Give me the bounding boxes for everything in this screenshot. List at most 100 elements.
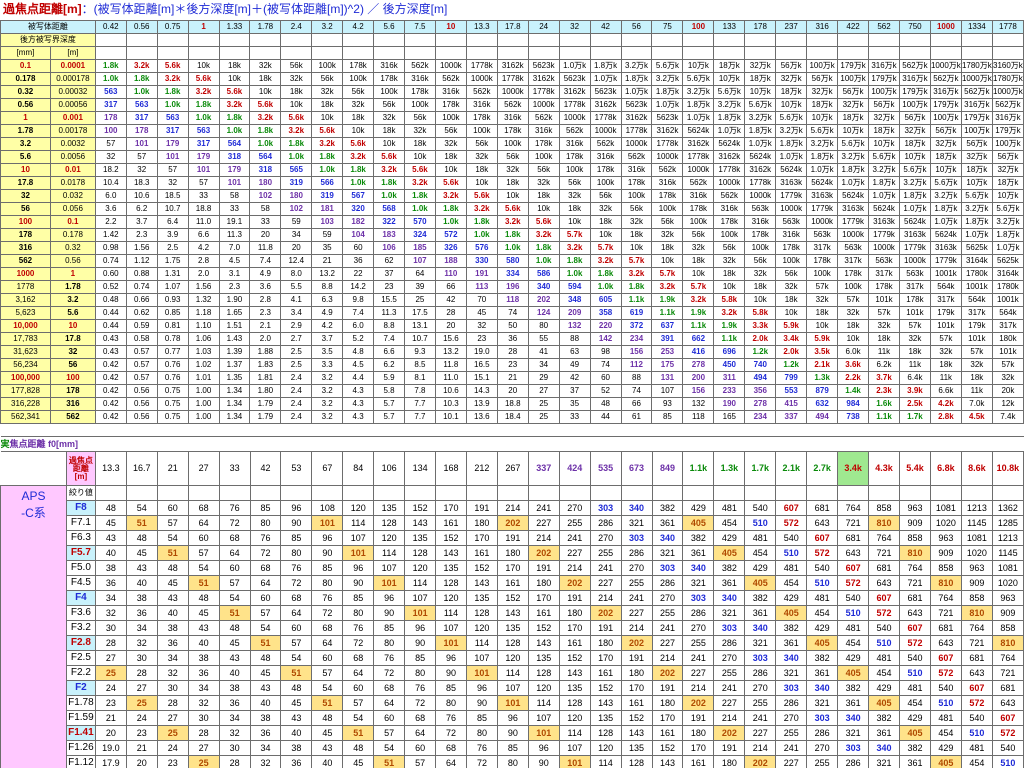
distance-cell: 57 [249, 605, 282, 621]
hyperfocal-cell: 3.2k [465, 202, 498, 216]
hyperfocal-cell: 1780k [991, 280, 1024, 294]
distance-cell: 120 [496, 650, 529, 666]
distance-cell: 321 [775, 665, 808, 681]
hyperfocal-cell: 179k [929, 306, 962, 320]
hyperfocal-cell: 32k [527, 176, 560, 190]
hyperfocal-cell: 59 [280, 215, 313, 229]
hyperfocal-cell: 1001k [991, 293, 1024, 307]
hyperfocal-cell: 57k [929, 332, 962, 346]
hyperfocal-cell: 101 [187, 163, 220, 177]
distance-cell: 135 [589, 710, 622, 726]
hyperfocal-cell: 9.3 [403, 345, 436, 359]
blank-cell [527, 485, 560, 501]
distance-cell: 48 [342, 740, 375, 756]
hyperfocal-cell: 3162k [527, 72, 560, 86]
hyperfocal-cell: 32 [156, 176, 189, 190]
blank-cell [156, 46, 189, 60]
distance-cell: 76 [373, 650, 406, 666]
hyperfocal-cell: 56k [527, 163, 560, 177]
hyperfocal-cell: 12k [991, 397, 1024, 411]
hyperfocal-cell: 316k [373, 59, 405, 73]
distance-cell: 170 [651, 710, 684, 726]
distance-cell: 191 [651, 680, 684, 696]
hyperfocal-cell: 57k [960, 345, 993, 359]
distance-cell: 382 [806, 650, 839, 666]
distance-cell: 23 [156, 755, 189, 768]
hyperfocal-cell: 324 [403, 228, 436, 242]
distance-cell: 405 [682, 515, 715, 531]
distance-cell: 607 [775, 500, 808, 516]
row-depth-mm: 32 [0, 189, 51, 203]
distance-cell: 101 [558, 755, 591, 768]
distance-cell: 510 [991, 755, 1024, 768]
depth-header: 0.75 [156, 20, 189, 34]
distance-cell: 405 [775, 605, 808, 621]
hyperfocal-cell: 562万k [929, 72, 962, 86]
distance-cell: 114 [558, 725, 591, 741]
distance-cell: 43 [249, 680, 282, 696]
hyperfocal-cell: 179万k [898, 85, 931, 99]
hyperfocal-cell: 1.0k [156, 98, 189, 112]
focal-value: 337 [527, 451, 560, 486]
focal-value: 16.7 [125, 451, 158, 486]
distance-cell: 214 [527, 530, 560, 546]
distance-cell: 1213 [960, 500, 993, 516]
aperture-label: F2 [65, 680, 96, 696]
depth-header: 1.33 [218, 20, 251, 34]
hyperfocal-cell: 3.2万k [929, 189, 962, 203]
hyperfocal-cell: 18k [837, 319, 870, 333]
distance-cell: 85 [311, 560, 344, 576]
hyperfocal-cell: 1.8万k [837, 163, 870, 177]
distance-cell: 90 [527, 755, 560, 768]
hyperfocal-cell: 2.3k [868, 384, 900, 398]
distance-cell: 57 [280, 635, 313, 651]
hyperfocal-cell: 56万k [991, 150, 1024, 164]
hyperfocal-cell: 3.2k [373, 163, 405, 177]
hyperfocal-cell: 2.5k [898, 397, 931, 411]
distance-cell: 48 [311, 710, 344, 726]
hyperfocal-cell: 3162k [744, 163, 777, 177]
hyperfocal-cell: 4.5k [960, 410, 993, 424]
hyperfocal-cell: 21 [311, 254, 344, 268]
hyperfocal-cell: 1.42 [94, 228, 127, 242]
hyperfocal-cell: 100k [620, 189, 653, 203]
distance-cell: 60 [404, 740, 437, 756]
hyperfocal-cell: 2.0 [187, 267, 220, 281]
hyperfocal-cell: 415 [775, 397, 808, 411]
hyperfocal-cell: 56k [280, 59, 313, 73]
distance-cell: 161 [651, 725, 684, 741]
distance-cell: 170 [620, 680, 653, 696]
hyperfocal-cell: 1.8k [187, 98, 220, 112]
distance-cell: 429 [899, 710, 931, 726]
distance-cell: 255 [620, 575, 653, 591]
hyperfocal-cell: 1000k [744, 189, 777, 203]
hyperfocal-cell: 18万k [929, 150, 962, 164]
distance-cell: 54 [342, 710, 375, 726]
hyperfocal-cell: 32k [929, 345, 962, 359]
distance-cell: 64 [435, 755, 467, 768]
distance-cell: 454 [960, 755, 993, 768]
hyperfocal-cell: 179 [156, 137, 189, 151]
hyperfocal-cell: 1000k [806, 215, 839, 229]
hyperfocal-cell: 234 [620, 332, 653, 346]
distance-cell: 21 [94, 710, 127, 726]
hyperfocal-cell: 23 [496, 358, 529, 372]
distance-cell: 214 [620, 620, 653, 636]
depth-header: 32 [558, 20, 591, 34]
distance-cell: 481 [806, 590, 839, 606]
hyperfocal-cell: 56k [775, 267, 808, 281]
distance-cell: 38 [187, 650, 220, 666]
distance-cell: 361 [651, 515, 684, 531]
hyperfocal-cell: 74 [496, 306, 529, 320]
distance-cell: 85 [373, 620, 406, 636]
hyperfocal-cell: 316k [651, 176, 684, 190]
hyperfocal-cell: 100k [496, 137, 529, 151]
hyperfocal-cell: 10.3 [434, 397, 467, 411]
distance-cell: 810 [991, 635, 1024, 651]
distance-cell: 24 [94, 680, 127, 696]
blank-cell [991, 33, 1024, 47]
row-depth-m: 0.0001 [49, 59, 96, 73]
distance-cell: 72 [373, 665, 406, 681]
hyperfocal-cell: 2.4 [280, 384, 313, 398]
hyperfocal-cell: 32k [713, 254, 746, 268]
